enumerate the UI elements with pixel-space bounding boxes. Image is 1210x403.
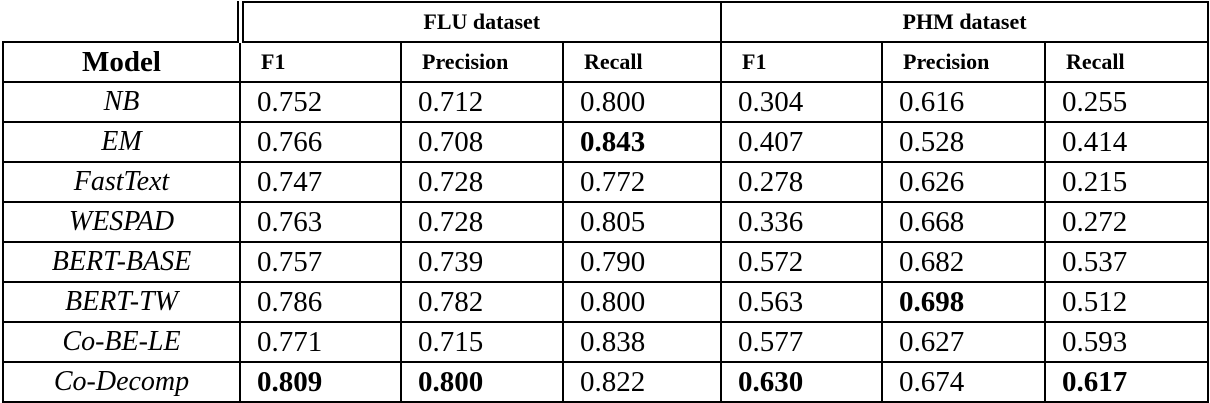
model-name: NB [2, 81, 241, 123]
metric-value: 0.572 [720, 241, 883, 283]
metric-value: 0.772 [562, 161, 722, 203]
metric-value: 0.712 [400, 81, 564, 123]
metric-value: 0.739 [400, 241, 564, 283]
metric-value: 0.838 [562, 321, 722, 363]
metric-value: 0.563 [720, 281, 883, 323]
phm-f1-header: F1 [720, 41, 883, 83]
metric-value: 0.627 [881, 321, 1046, 363]
metric-value: 0.528 [881, 121, 1046, 163]
metric-value: 0.728 [400, 161, 564, 203]
metric-value: 0.809 [239, 361, 402, 403]
table-body: NB 0.752 0.712 0.800 0.304 0.616 0.255 EM 0.766 0… [2, 81, 1210, 403]
metric-value: 0.757 [239, 241, 402, 283]
model-name: Co-BE-LE [2, 321, 241, 363]
metric-value: 0.278 [720, 161, 883, 203]
metric-value: 0.786 [239, 281, 402, 323]
table-row: FastText 0.747 0.728 0.772 0.278 0.626 0.215 [2, 161, 1210, 203]
metric-value: 0.698 [881, 281, 1046, 323]
dataset-header-row: FLU dataset PHM dataset [3, 1, 1210, 43]
metric-value: 0.336 [720, 201, 883, 243]
metric-value: 0.512 [1043, 281, 1210, 323]
corner-cell [3, 2, 240, 42]
metric-value: 0.800 [400, 361, 564, 403]
flu-recall-header: Recall [562, 41, 722, 83]
metric-value: 0.790 [562, 241, 722, 283]
model-name: FastText [2, 161, 241, 203]
metric-value: 0.215 [1043, 161, 1210, 203]
metric-value: 0.752 [239, 81, 402, 123]
metric-value: 0.668 [881, 201, 1046, 243]
model-column-header: Model [2, 41, 241, 83]
table-row: NB 0.752 0.712 0.800 0.304 0.616 0.255 [2, 81, 1210, 123]
metric-value: 0.747 [239, 161, 402, 203]
metric-value: 0.728 [400, 201, 564, 243]
metric-value: 0.593 [1043, 321, 1210, 363]
model-name: BERT-TW [2, 281, 241, 323]
column-header-row: Model F1 Precision Recall F1 Precision R… [2, 41, 1210, 83]
table-row: Co-Decomp 0.809 0.800 0.822 0.630 0.674 0.617 [2, 361, 1210, 403]
metric-value: 0.304 [720, 81, 883, 123]
table-row: EM 0.766 0.708 0.843 0.407 0.528 0.414 [2, 121, 1210, 163]
metric-value: 0.766 [239, 121, 402, 163]
phm-recall-header: Recall [1043, 41, 1210, 83]
table-row: Co-BE-LE 0.771 0.715 0.838 0.577 0.627 0.593 [2, 321, 1210, 363]
metric-value: 0.674 [881, 361, 1046, 403]
phm-precision-header: Precision [881, 41, 1046, 83]
metric-value: 0.708 [400, 121, 564, 163]
table-row: BERT-TW 0.786 0.782 0.800 0.563 0.698 0.512 [2, 281, 1210, 323]
metric-value: 0.537 [1043, 241, 1210, 283]
model-name: WESPAD [2, 201, 241, 243]
metric-value: 0.414 [1043, 121, 1210, 163]
metric-value: 0.800 [562, 81, 722, 123]
metric-value: 0.682 [881, 241, 1046, 283]
flu-precision-header: Precision [400, 41, 564, 83]
metric-value: 0.805 [562, 201, 722, 243]
table-row: WESPAD 0.763 0.728 0.805 0.336 0.668 0.272 [2, 201, 1210, 243]
metric-value: 0.272 [1043, 201, 1210, 243]
metric-value: 0.771 [239, 321, 402, 363]
metric-value: 0.800 [562, 281, 722, 323]
metric-value: 0.843 [562, 121, 722, 163]
metric-value: 0.630 [720, 361, 883, 403]
metric-value: 0.616 [881, 81, 1046, 123]
metric-value: 0.715 [400, 321, 564, 363]
metric-value: 0.407 [720, 121, 883, 163]
metric-value: 0.617 [1043, 361, 1210, 403]
table-row: BERT-BASE 0.757 0.739 0.790 0.572 0.682 0.537 [2, 241, 1210, 283]
model-name: Co-Decomp [2, 361, 241, 403]
phm-dataset-header: PHM dataset [719, 1, 1210, 43]
metric-value: 0.782 [400, 281, 564, 323]
flu-f1-header: F1 [239, 41, 402, 83]
model-name: EM [2, 121, 241, 163]
metric-value: 0.763 [239, 201, 402, 243]
metric-value: 0.822 [562, 361, 722, 403]
flu-dataset-header: FLU dataset [236, 1, 722, 43]
metric-value: 0.255 [1043, 81, 1210, 123]
model-name: BERT-BASE [2, 241, 241, 283]
metric-value: 0.626 [881, 161, 1046, 203]
metric-value: 0.577 [720, 321, 883, 363]
